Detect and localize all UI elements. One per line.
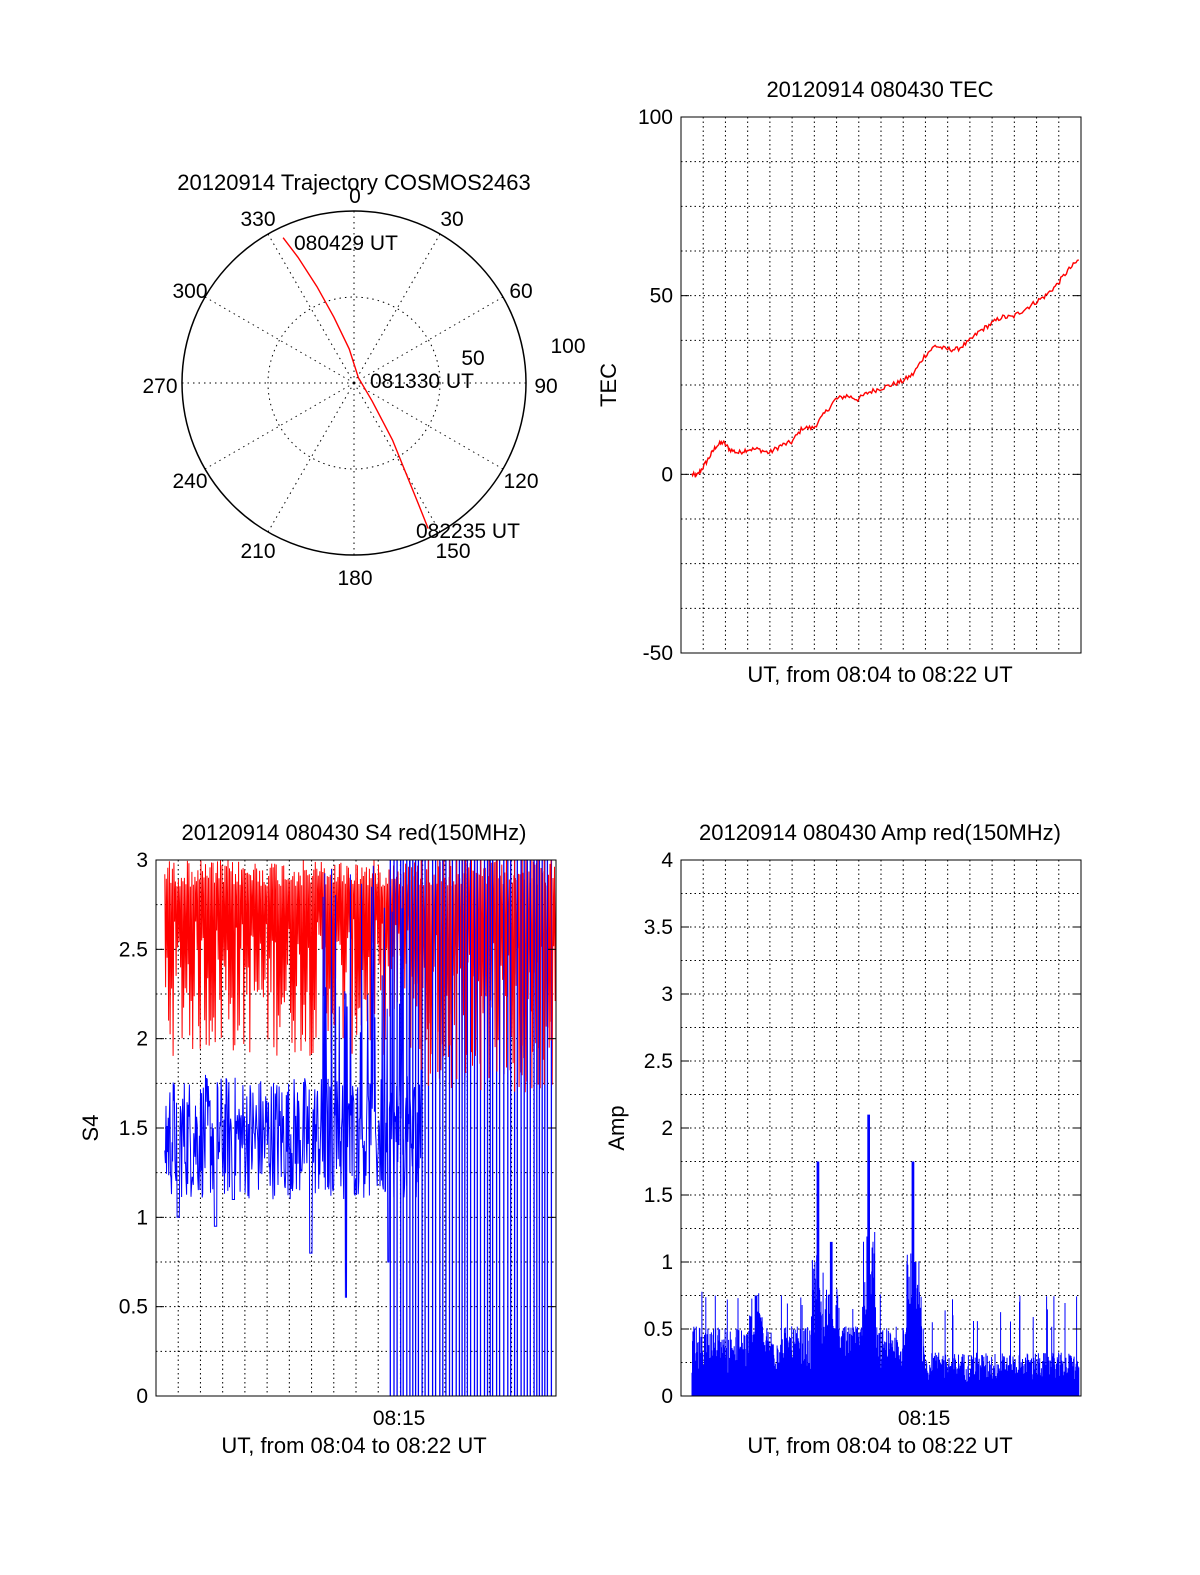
- polar-spoke-330: [267, 233, 355, 384]
- s4-ytick-label: 1.5: [119, 1117, 148, 1140]
- amp-panel: 20120914 080430 Amp red(150MHz) 0 0.5 1 1.5…: [604, 820, 1082, 1458]
- tec-ytick-label: 100: [638, 106, 673, 129]
- amp-ytick-label: 0: [661, 1385, 673, 1408]
- polar-spoke-300: [204, 296, 355, 384]
- tec-ytick-label: 50: [650, 285, 673, 308]
- angle-label-60: 60: [509, 280, 532, 303]
- angle-label-270: 270: [142, 375, 177, 398]
- radial-label-100: 100: [550, 335, 585, 358]
- amp-title: 20120914 080430 Amp red(150MHz): [699, 820, 1061, 845]
- angle-label-120: 120: [503, 470, 538, 493]
- tec-ylabel: TEC: [596, 363, 621, 407]
- polar-spoke-150: [353, 382, 441, 533]
- radial-label-50: 50: [461, 347, 484, 370]
- angle-label-180: 180: [337, 567, 372, 590]
- s4-ytick-label: 0.5: [119, 1296, 148, 1319]
- amp-ytick-label: 4: [661, 849, 673, 872]
- angle-label-90: 90: [534, 375, 557, 398]
- polar-spoke-120: [353, 382, 504, 470]
- s4-xlabel: UT, from 08:04 to 08:22 UT: [221, 1433, 486, 1458]
- amp-ylabel: Amp: [604, 1105, 629, 1150]
- tec-frame: [680, 116, 1082, 654]
- amp-ytick-label: 1: [661, 1251, 673, 1274]
- s4-title: 20120914 080430 S4 red(150MHz): [182, 820, 527, 845]
- s4-red-late: [420, 860, 552, 1092]
- amp-ytick-label: 1.5: [644, 1184, 673, 1207]
- annotation-start: 080429 UT: [294, 232, 398, 255]
- polar-trajectory-panel: 20120914 Trajectory COSMOS2463 0 30 60 90 12…: [142, 170, 585, 590]
- angle-label-330: 330: [240, 208, 275, 231]
- s4-ytick-label: 3: [136, 849, 148, 872]
- polar-spoke-30: [353, 233, 441, 384]
- s4-blue-series: [164, 860, 422, 1298]
- s4-ytick-label: 1: [136, 1206, 148, 1229]
- tec-series-line: [691, 259, 1079, 478]
- tec-panel: 20120914 080430 TEC -50 0 50 100 TEC UT, fr…: [596, 77, 1082, 687]
- amp-xtick-0815: 08:15: [898, 1407, 951, 1430]
- amp-ytick-label: 2: [661, 1117, 673, 1140]
- amp-ytick-label: 3: [661, 983, 673, 1006]
- polar-title: 20120914 Trajectory COSMOS2463: [177, 170, 530, 195]
- polar-spoke-60: [353, 296, 504, 384]
- tec-title: 20120914 080430 TEC: [766, 77, 993, 102]
- polar-spoke-210: [267, 382, 355, 533]
- amp-blue-series: [691, 1114, 1080, 1396]
- tec-ytick-label: 0: [661, 463, 673, 486]
- annotation-end: 082235 UT: [416, 520, 520, 543]
- s4-ylabel: S4: [78, 1115, 103, 1142]
- tec-ytick-label: -50: [643, 642, 673, 665]
- s4-ytick-label: 2.5: [119, 938, 148, 961]
- angle-label-210: 210: [240, 540, 275, 563]
- s4-xtick-0815: 08:15: [373, 1407, 426, 1430]
- s4-blue-spikes: [389, 860, 553, 1396]
- s4-panel: 20120914 080430 S4 red(150MHz) 0 0.5 1 1.5 2…: [78, 820, 557, 1458]
- angle-label-30: 30: [440, 208, 463, 231]
- amp-xlabel: UT, from 08:04 to 08:22 UT: [747, 1433, 1012, 1458]
- tec-xlabel: UT, from 08:04 to 08:22 UT: [747, 662, 1012, 687]
- angle-label-0: 0: [349, 185, 361, 208]
- amp-ytick-label: 3.5: [644, 916, 673, 939]
- angle-label-300: 300: [172, 280, 207, 303]
- amp-ytick-label: 2.5: [644, 1050, 673, 1073]
- s4-ytick-label: 0: [136, 1385, 148, 1408]
- polar-ring-50: [267, 296, 441, 470]
- annotation-mid: 081330 UT: [370, 370, 474, 393]
- polar-spoke-240: [204, 382, 355, 470]
- s4-ytick-label: 2: [136, 1028, 148, 1051]
- trajectory-line: [282, 237, 429, 529]
- angle-label-240: 240: [172, 470, 207, 493]
- amp-ytick-label: 0.5: [644, 1318, 673, 1341]
- angle-label-150: 150: [435, 540, 470, 563]
